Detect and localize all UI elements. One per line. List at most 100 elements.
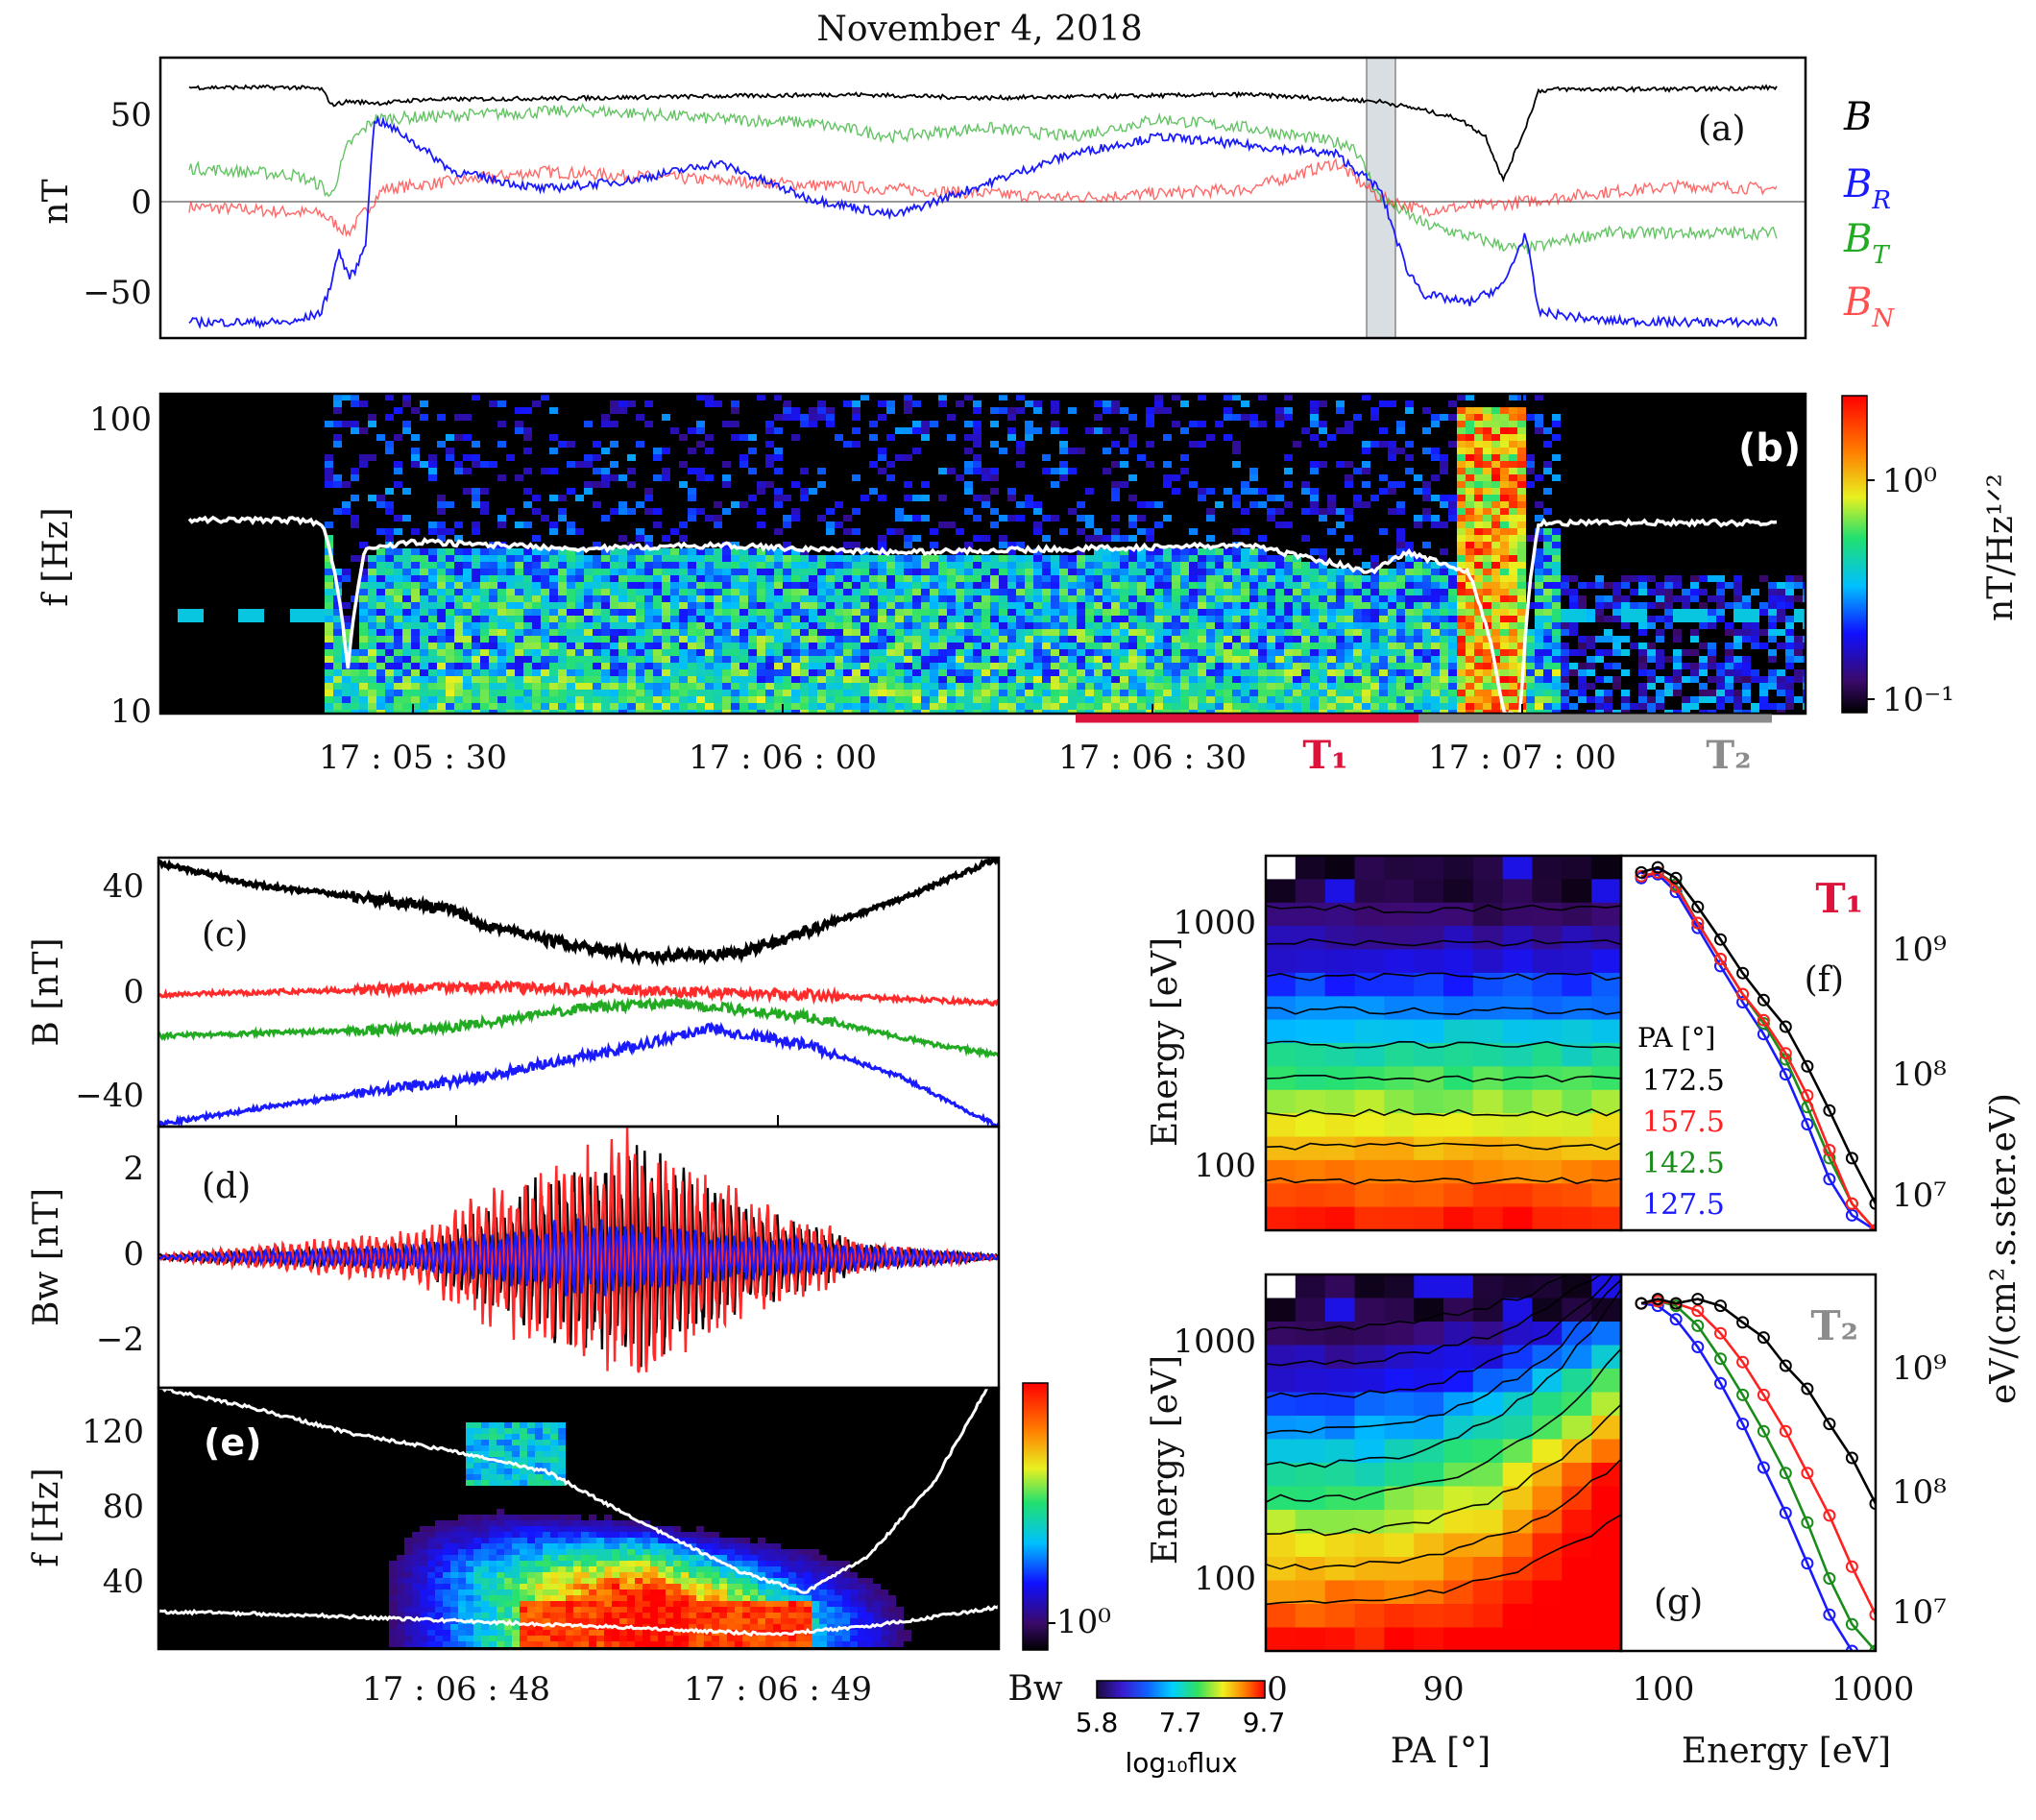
- spec-b-cell: [1673, 663, 1682, 669]
- spec-b-cell: [1552, 589, 1561, 595]
- spec-b-cell: [480, 710, 489, 714]
- spec-b-cell: [1448, 696, 1457, 703]
- spec-b-cell: [402, 616, 411, 622]
- spec-e-cell: [404, 1607, 412, 1613]
- spec-b-cell: [912, 643, 921, 649]
- spec-b-cell: [714, 663, 722, 669]
- spec-b-cell: [662, 535, 670, 542]
- spec-b-cell: [463, 696, 472, 703]
- spec-b-cell: [1604, 649, 1612, 656]
- spec-b-cell: [956, 656, 964, 663]
- spec-b-cell: [437, 555, 446, 562]
- spec-b-cell: [964, 468, 973, 474]
- spec-b-cell: [1535, 501, 1543, 508]
- spec-b-cell: [1509, 703, 1517, 710]
- spec-b-cell: [956, 562, 964, 569]
- spec-b-cell: [1068, 569, 1077, 575]
- spec-b-cell: [1094, 609, 1103, 616]
- spec-b-cell: [1552, 555, 1561, 562]
- spec-b-cell: [1405, 690, 1414, 696]
- spec-b-cell: [575, 710, 584, 714]
- spec-b-cell: [316, 609, 325, 616]
- spec-b-cell: [325, 669, 333, 676]
- spec-b-cell: [921, 495, 930, 501]
- spec-b-cell: [463, 562, 472, 569]
- spec-b-cell: [1172, 595, 1180, 602]
- spec-b-cell: [558, 690, 567, 696]
- spec-b-cell: [1042, 669, 1051, 676]
- spec-b-cell: [1232, 548, 1241, 555]
- spec-b-cell: [964, 636, 973, 643]
- spec-b-cell: [1345, 629, 1353, 636]
- spec-b-cell: [454, 616, 463, 622]
- spec-b-cell: [593, 616, 601, 622]
- ytick-d-m2: −2: [96, 1321, 144, 1359]
- spec-b-cell: [1128, 710, 1137, 714]
- spec-b-cell: [480, 582, 489, 589]
- spec-b-cell: [722, 643, 731, 649]
- spec-b-cell: [1275, 562, 1284, 569]
- spec-b-cell: [714, 696, 722, 703]
- spec-b-cell: [1716, 575, 1725, 582]
- spec-b-cell: [333, 407, 342, 414]
- spec-b-cell: [1440, 663, 1448, 669]
- spec-b-cell: [1275, 663, 1284, 669]
- spec-b-cell: [904, 595, 912, 602]
- spec-b-cell: [1042, 562, 1051, 569]
- spec-b-cell: [912, 636, 921, 643]
- spec-b-cell: [1466, 696, 1474, 703]
- spec-b-cell: [515, 710, 523, 714]
- spec-b-cell: [480, 461, 489, 468]
- spec-b-cell: [1042, 656, 1051, 663]
- spec-b-cell: [1440, 629, 1448, 636]
- spec-b-cell: [722, 636, 731, 643]
- spec-b-cell: [1068, 562, 1077, 569]
- spec-b-cell: [1517, 643, 1526, 649]
- spec-b-cell: [1543, 542, 1552, 548]
- spec-b-cell: [670, 609, 679, 616]
- spec-b-cell: [1249, 649, 1258, 656]
- spec-b-cell: [1509, 528, 1517, 535]
- spec-b-cell: [1509, 676, 1517, 683]
- spec-b-cell: [1630, 616, 1638, 622]
- spec-b-cell: [783, 515, 791, 522]
- spec-b-cell: [1180, 636, 1189, 643]
- spec-b-cell: [333, 421, 342, 427]
- spec-b-cell: [644, 609, 653, 616]
- spec-b-cell: [1604, 582, 1612, 589]
- spec-b-cell: [376, 669, 385, 676]
- spec-b-cell: [826, 407, 835, 414]
- spec-b-cell: [1146, 548, 1154, 555]
- spec-b-cell: [869, 683, 878, 690]
- spec-b-cell: [982, 602, 990, 609]
- spec-b-cell: [385, 448, 394, 454]
- spec-b-cell: [1362, 669, 1370, 676]
- spec-b-cell: [515, 589, 523, 595]
- spec-b-cell: [817, 562, 826, 569]
- spec-b-cell: [869, 589, 878, 595]
- spec-b-cell: [878, 400, 886, 407]
- spec-b-cell: [1353, 663, 1362, 669]
- spec-b-cell: [973, 609, 982, 616]
- spec-b-cell: [748, 696, 757, 703]
- spec-b-cell: [1258, 683, 1267, 690]
- spec-b-cell: [1016, 602, 1025, 609]
- spec-b-cell: [333, 441, 342, 448]
- spec-b-cell: [575, 649, 584, 656]
- spec-b-cell: [1612, 602, 1621, 609]
- spec-b-cell: [662, 676, 670, 683]
- spec-b-cell: [463, 669, 472, 676]
- spec-b-cell: [1232, 649, 1241, 656]
- spec-b-cell: [956, 649, 964, 656]
- spec-b-cell: [1301, 609, 1310, 616]
- spec-b-cell: [618, 569, 627, 575]
- spec-b-cell: [1059, 609, 1068, 616]
- spec-b-cell: [714, 522, 722, 528]
- spec-b-cell: [1345, 690, 1353, 696]
- spec-b-cell: [618, 696, 627, 703]
- spec-b-cell: [1077, 656, 1085, 663]
- spec-b-cell: [904, 703, 912, 710]
- spec-b-cell: [1327, 495, 1336, 501]
- spec-b-cell: [714, 501, 722, 508]
- spec-b-cell: [1500, 522, 1509, 528]
